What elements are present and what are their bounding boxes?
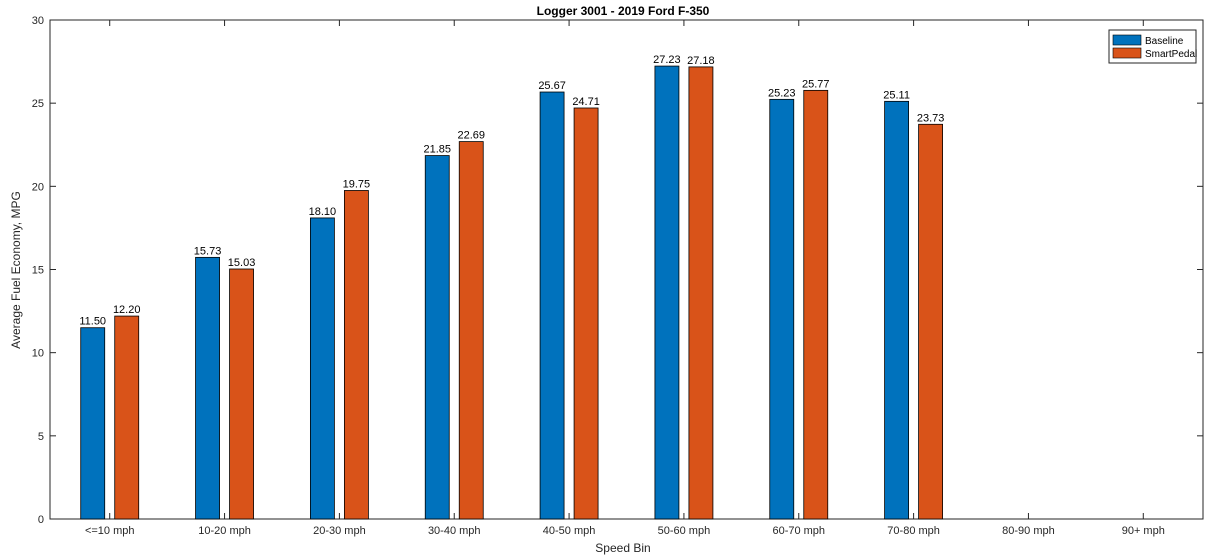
x-axis-label: Speed Bin	[595, 541, 650, 555]
data-label: 23.73	[917, 112, 945, 124]
legend-label-smartpedal: SmartPedal	[1145, 49, 1197, 60]
x-tick-label: 10-20 mph	[198, 525, 251, 537]
data-label: 25.77	[802, 78, 830, 90]
data-label: 21.85	[423, 144, 451, 156]
x-tick-label: 70-80 mph	[887, 525, 940, 537]
x-tick-label: 90+ mph	[1122, 525, 1165, 537]
bar-baseline	[309, 217, 335, 520]
legend-swatch-baseline	[1112, 34, 1142, 46]
data-label: 18.10	[309, 206, 337, 218]
bar-baseline	[424, 155, 450, 520]
bar-smartpedal	[229, 268, 254, 520]
x-tick-label: 40-50 mph	[543, 525, 596, 537]
data-label: 27.18	[687, 55, 715, 67]
x-tick-label: 60-70 mph	[772, 525, 825, 537]
data-label: 12.20	[113, 304, 141, 316]
plot-frame	[49, 19, 1204, 520]
bar-baseline	[654, 65, 680, 520]
x-tick-label: 30-40 mph	[428, 525, 481, 537]
data-label: 25.11	[883, 89, 910, 101]
data-label: 15.03	[228, 257, 256, 269]
y-tick-label: 20	[32, 181, 44, 193]
x-tick-label: 80-90 mph	[1002, 525, 1055, 537]
data-label: 22.69	[457, 130, 485, 142]
bar-smartpedal	[573, 107, 599, 520]
plot-area: 0 5 10 15 20 25 30 <=10 mph 10-20 mph 20-30 mph 30…	[32, 15, 1204, 537]
bar-baseline	[539, 91, 565, 520]
y-tick-label: 25	[32, 98, 44, 110]
data-label: 27.23	[653, 54, 681, 66]
legend-label-baseline: Baseline	[1145, 36, 1184, 47]
bar-smartpedal	[343, 190, 369, 520]
x-tick-label: <=10 mph	[85, 525, 135, 537]
chart-title: Logger 3001 - 2019 Ford F-350	[537, 4, 710, 18]
legend: Baseline SmartPedal	[1108, 29, 1197, 64]
bar-baseline	[884, 100, 910, 520]
x-tick-label: 20-30 mph	[313, 525, 366, 537]
data-label: 25.67	[538, 80, 566, 92]
y-tick-label: 0	[38, 514, 44, 526]
bar-baseline	[80, 327, 106, 520]
data-label: 24.71	[572, 96, 600, 108]
y-tick-label: 10	[32, 348, 44, 360]
bar-smartpedal	[803, 89, 829, 520]
legend-swatch-smartpedal	[1112, 47, 1142, 59]
bar-smartpedal	[458, 141, 484, 520]
data-label: 19.75	[343, 178, 371, 190]
bar-smartpedal	[114, 315, 140, 520]
bar-smartpedal	[688, 66, 714, 520]
data-label: 11.50	[79, 316, 106, 328]
data-label: 25.23	[768, 87, 796, 99]
bar-smartpedal	[918, 123, 944, 520]
bar-baseline	[195, 256, 220, 520]
y-tick-label: 30	[32, 15, 44, 27]
bar-baseline	[769, 98, 795, 520]
x-tick-label: 50-60 mph	[658, 525, 711, 537]
data-label: 15.73	[194, 245, 222, 257]
y-tick-label: 15	[32, 265, 44, 277]
y-axis-label: Average Fuel Economy, MPG	[9, 191, 23, 349]
y-tick-label: 5	[38, 431, 44, 443]
